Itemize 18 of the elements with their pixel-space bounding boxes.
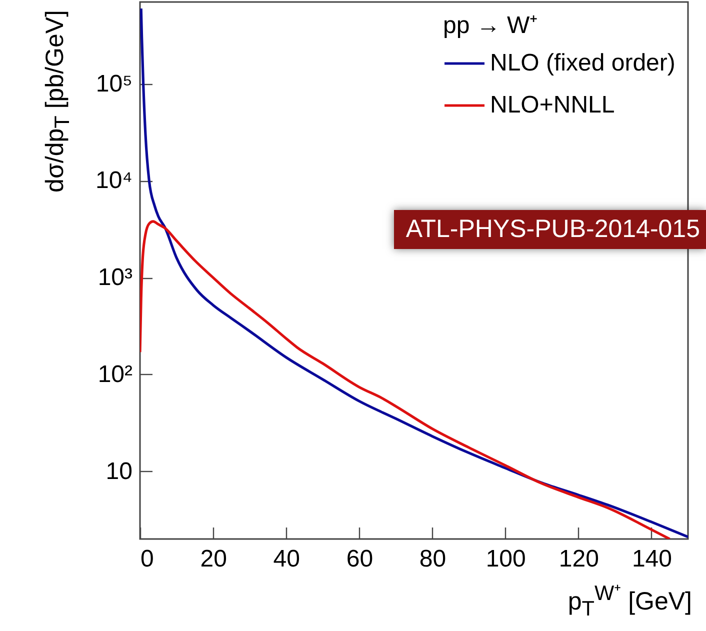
x-tick-label: 60 [346,546,374,572]
x-tick-label: 20 [200,546,227,572]
x-tick-label: 100 [486,546,526,572]
x-tick-label: 40 [273,546,300,572]
y-tick-label: 10² [98,360,133,388]
x-tick-label: 140 [632,546,672,572]
x-axis-title: p$_{T}$$^{W⁺}$ [GeV] [568,581,692,622]
x-tick-label: 0 [140,546,154,572]
x-tick-label: 120 [558,546,599,572]
legend-title: pp → W⁺ [443,12,538,39]
annotation: ATL-PHYS-PUB-2014-015 [394,210,706,249]
x-tick-label: 80 [419,546,446,572]
y-tick-label: 10 [106,458,132,485]
y-tick-label: 10⁵ [96,70,132,98]
y-tick-label: 10⁴ [95,167,132,194]
legend-label: NLO+NNLL [490,92,615,118]
legend-label: NLO (fixed order) [490,50,676,76]
y-tick-label: 10³ [98,264,133,292]
